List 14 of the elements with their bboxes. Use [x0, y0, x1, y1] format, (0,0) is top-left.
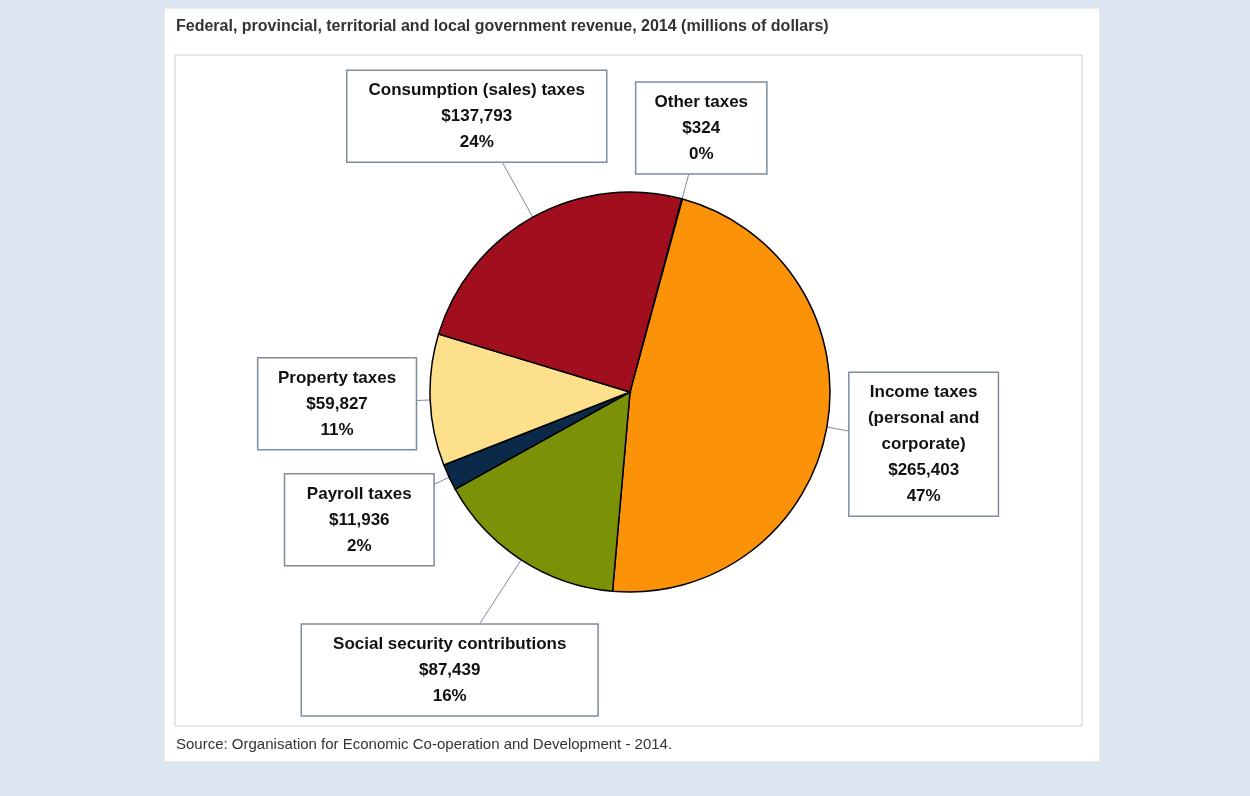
data-label: $59,827 11%	[306, 393, 368, 439]
data-label: $265,403 47%	[888, 460, 960, 506]
source-note: Source: Organisation for Economic Co-operation and Development - 2014.	[176, 735, 673, 752]
data-label: $324 0%	[682, 117, 721, 163]
slice-label: Income taxes (personal and corporate)	[867, 382, 980, 454]
data-label: $137,793 24%	[441, 106, 513, 152]
data-label: $11,936 2%	[329, 509, 390, 555]
slice-label: Property taxes	[278, 367, 397, 387]
slice-label: Social security contributions	[333, 633, 567, 653]
slice-label: Other taxes	[654, 91, 749, 111]
slice-label: Payroll taxes	[306, 483, 412, 503]
chart-title: Federal, provincial, territorial and local government revenue, 2014 (millions of dollars)	[176, 17, 829, 34]
data-label: $87,439 16%	[418, 659, 481, 705]
slice-label: Consumption (sales) taxes	[368, 80, 585, 100]
